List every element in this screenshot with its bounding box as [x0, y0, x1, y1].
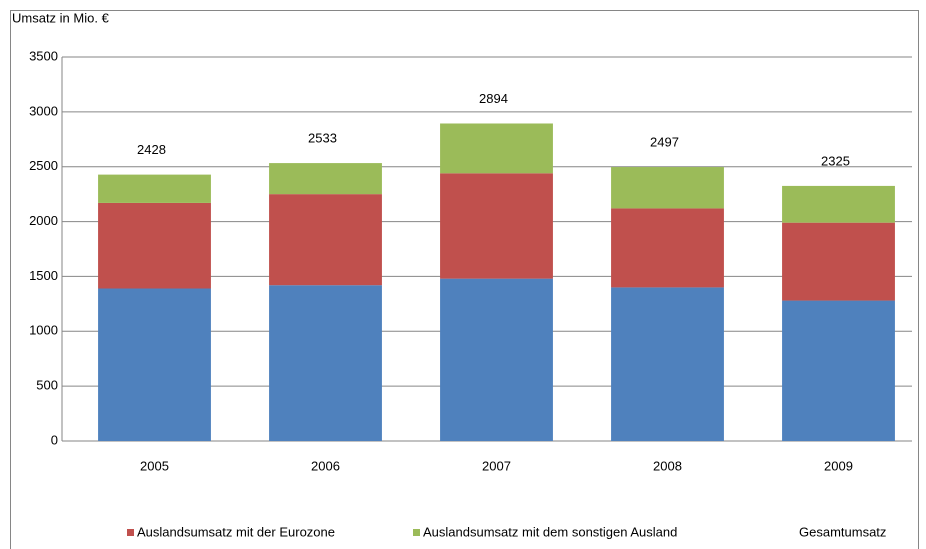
total-label: 2428 — [137, 142, 166, 157]
y-tick-label: 500 — [36, 378, 58, 393]
y-axis-title: Umsatz in Mio. € — [12, 10, 110, 25]
bar-segment — [269, 285, 382, 441]
legend-label: Gesamtumsatz — [799, 524, 886, 539]
x-tick-label: 2005 — [140, 458, 169, 473]
total-label: 2894 — [479, 91, 508, 106]
bar-segment — [98, 174, 211, 203]
bar-segment — [440, 123, 553, 174]
bar-segment — [98, 202, 211, 289]
legend-marker — [127, 529, 134, 536]
bar-segment — [782, 185, 895, 223]
legend-label: Auslandsumsatz mit dem sonstigen Ausland — [423, 524, 677, 539]
x-tick-label: 2008 — [653, 458, 682, 473]
bar-segment — [782, 222, 895, 301]
total-label: 2325 — [821, 153, 850, 168]
bar-segment — [440, 173, 553, 279]
legend-label: Auslandsumsatz mit der Eurozone — [137, 524, 335, 539]
y-tick-label: 2000 — [29, 213, 58, 228]
x-tick-label: 2007 — [482, 458, 511, 473]
chart-frame — [10, 10, 919, 549]
x-tick-label: 2006 — [311, 458, 340, 473]
bar-segment — [782, 300, 895, 441]
y-tick-label: 2500 — [29, 158, 58, 173]
x-tick-label: 2009 — [824, 458, 853, 473]
y-tick-label: 3000 — [29, 103, 58, 118]
bar-segment — [611, 287, 724, 441]
bar-segment — [440, 278, 553, 441]
bar-segment — [611, 208, 724, 288]
total-label: 2533 — [308, 131, 337, 146]
bar-segment — [98, 288, 211, 441]
y-tick-label: 1500 — [29, 268, 58, 283]
y-tick-label: 0 — [51, 432, 58, 447]
bar-segment — [269, 194, 382, 286]
bar-segment — [611, 167, 724, 209]
total-label: 2497 — [650, 134, 679, 149]
y-tick-label: 3500 — [29, 48, 58, 63]
bar-segment — [269, 163, 382, 195]
y-tick-label: 1000 — [29, 323, 58, 338]
legend-marker — [413, 529, 420, 536]
